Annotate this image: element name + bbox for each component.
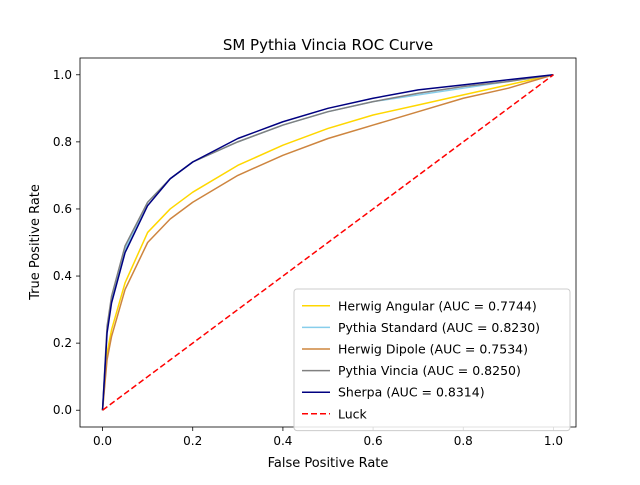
x-tick-label-3: 0.6: [364, 434, 383, 448]
legend-label-0: Herwig Angular (AUC = 0.7744): [338, 298, 537, 313]
y-tick-label-1: 0.2: [53, 336, 72, 350]
legend-label-1: Pythia Standard (AUC = 0.8230): [338, 320, 540, 335]
x-tick-label-4: 0.8: [454, 434, 473, 448]
y-axis-label: True Positive Rate: [28, 184, 43, 301]
series-line-4: [101, 74, 554, 411]
legend-label-3: Pythia Vincia (AUC = 0.8250): [338, 363, 521, 378]
legend-label-5: Luck: [338, 406, 368, 421]
legend-label-2: Herwig Dipole (AUC = 0.7534): [338, 342, 528, 357]
x-axis-label: False Positive Rate: [268, 456, 389, 471]
axes-layer: 0.0 0.2 0.4 0.6 0.8 1.0 0.0 0.2 0.4 0.6 0.8 1.0: [53, 57, 577, 448]
x-tick-label-1: 0.2: [183, 434, 202, 448]
y-tick-label-2: 0.4: [53, 269, 72, 283]
legend: Herwig Angular (AUC = 0.7744) Pythia Stan…: [293, 288, 571, 432]
x-tick-label-2: 0.4: [273, 434, 292, 448]
y-tick-label-5: 1.0: [53, 68, 72, 82]
y-tick-label-0: 0.0: [53, 403, 72, 417]
y-tick-label-3: 0.6: [53, 202, 72, 216]
x-tick-label-5: 1.0: [544, 434, 563, 448]
y-tick-label-4: 0.8: [53, 135, 72, 149]
x-tick-label-0: 0.0: [93, 434, 112, 448]
chart-title: SM Pythia Vincia ROC Curve: [223, 36, 433, 54]
series-layer: [101, 74, 554, 411]
series-line-3: [101, 74, 554, 411]
series-line-0: [101, 74, 554, 411]
legend-label-4: Sherpa (AUC = 0.8314): [338, 385, 485, 400]
series-line-2: [101, 74, 554, 411]
legend-box: [293, 288, 571, 432]
